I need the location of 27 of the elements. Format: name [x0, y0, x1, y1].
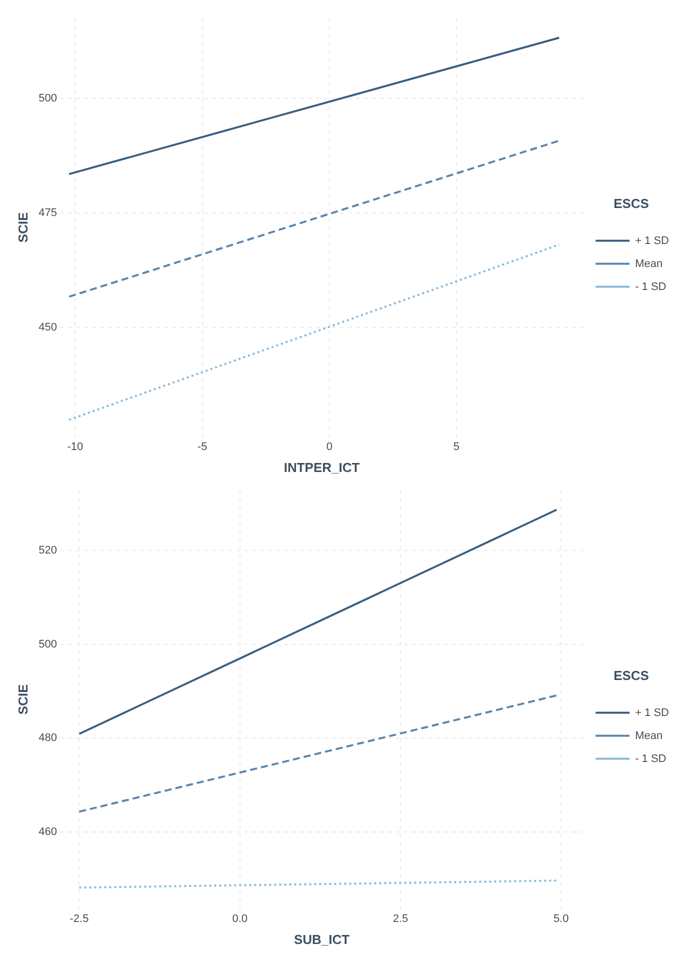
- legend-title: ESCS: [614, 196, 650, 211]
- y-tick-label: 500: [38, 638, 57, 650]
- y-tick-label: 450: [38, 321, 57, 334]
- y-tick-label: 460: [38, 826, 57, 838]
- x-tick-label: 0: [326, 440, 332, 453]
- x-tick-label: 5: [453, 440, 460, 453]
- legend-label: - 1 SD: [635, 280, 666, 293]
- x-axis-title: SUB_ICT: [294, 932, 350, 947]
- x-axis-title: INTPER_ICT: [284, 460, 360, 475]
- legend-label: + 1 SD: [635, 706, 670, 719]
- x-tick-label: -10: [67, 440, 84, 453]
- legend-label: + 1 SD: [635, 234, 670, 247]
- legend-label: - 1 SD: [635, 752, 666, 765]
- x-tick-label: 5.0: [553, 912, 569, 925]
- legend-title: ESCS: [614, 668, 650, 683]
- y-tick-label: 520: [38, 544, 57, 557]
- y-tick-label: 475: [38, 207, 57, 220]
- y-axis-title: SCIE: [15, 684, 30, 715]
- x-tick-label: 2.5: [392, 912, 408, 925]
- legend-label: Mean: [635, 258, 663, 270]
- y-tick-label: 480: [38, 732, 57, 744]
- x-tick-label: -5: [197, 440, 208, 453]
- x-tick-label: -2.5: [70, 912, 89, 925]
- y-tick-label: 500: [38, 92, 57, 105]
- legend-label: Mean: [635, 730, 663, 742]
- y-axis-title: SCIE: [15, 212, 30, 243]
- x-tick-label: 0.0: [232, 912, 248, 925]
